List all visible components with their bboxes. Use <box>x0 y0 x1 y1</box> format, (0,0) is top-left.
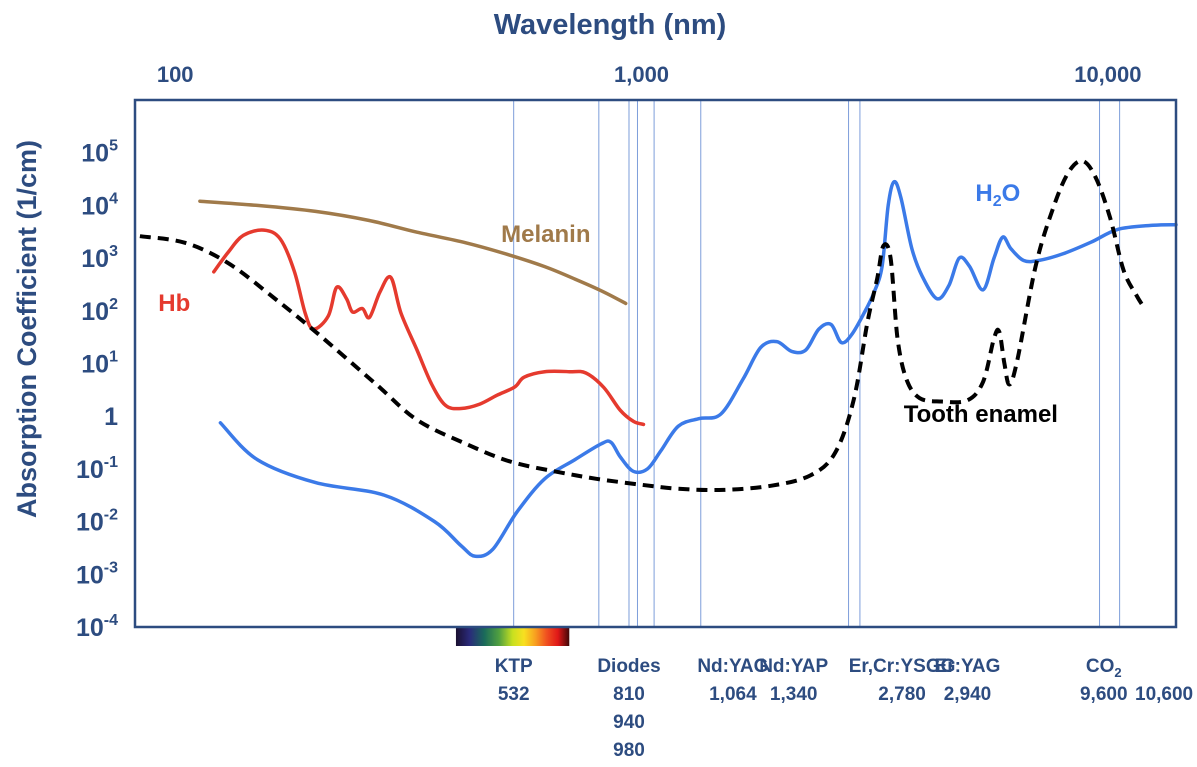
laser-label-1-0: Diodes <box>597 656 660 677</box>
y-tick-label-5: 1 <box>104 403 118 431</box>
laser-label-text: 810 <box>613 684 645 705</box>
laser-label-4-0: Er,Cr:YSGG <box>849 656 956 677</box>
series-label-text: H <box>975 180 992 207</box>
y-tick-exponent: -1 <box>104 454 118 471</box>
laser-label-text: Diodes <box>597 656 660 677</box>
y-tick-exponent: 4 <box>109 190 118 207</box>
laser-label-2-1: 1,064 <box>709 684 757 705</box>
y-tick-exponent: -2 <box>104 507 118 524</box>
x-axis-title: Wavelength (nm) <box>494 9 727 41</box>
y-tick-label-4: 101 <box>81 349 118 379</box>
laser-label-4-1: 2,780 <box>878 684 926 705</box>
y-tick-base: 10 <box>81 298 109 326</box>
y-tick-base: 10 <box>76 509 104 537</box>
series-label-subscript: 2 <box>993 193 1002 210</box>
y-tick-exponent: 3 <box>109 243 118 260</box>
series-lines <box>139 158 1178 559</box>
series-label-text: Tooth enamel <box>904 401 1058 428</box>
series-label-text: Melanin <box>501 221 590 248</box>
y-tick-exponent: -3 <box>104 559 118 576</box>
series-label-tooth-enamel: Tooth enamel <box>904 401 1058 428</box>
x-tick-label-0: 100 <box>157 62 194 87</box>
series-label-tail: O <box>1002 180 1021 207</box>
y-tick-base: 10 <box>81 140 109 168</box>
y-tick-exponent: -4 <box>104 612 118 629</box>
laser-label-text: CO <box>1086 656 1115 677</box>
laser-label-2-0: Nd:YAG <box>697 656 768 677</box>
laser-label-text: Nd:YAG <box>697 656 768 677</box>
laser-label-6-0: CO2 <box>1086 656 1122 680</box>
y-tick-exponent: 2 <box>109 296 118 313</box>
plot-frame <box>133 98 1178 629</box>
y-tick-base: 10 <box>81 245 109 273</box>
laser-label-text: 2,780 <box>878 684 926 705</box>
y-tick-label-9: 10-4 <box>76 612 118 642</box>
laser-label-text: Nd:YAP <box>759 656 828 677</box>
laser-label-text: KTP <box>495 656 533 677</box>
series-label-text: Hb <box>158 290 190 317</box>
y-axis-title: Absorption Coefficient (1/cm) <box>12 140 42 518</box>
y-tick-label-2: 103 <box>81 243 118 273</box>
laser-wavelength-lines <box>513 100 1121 627</box>
laser-label-5-1: 2,940 <box>944 684 992 705</box>
laser-label-0-0: KTP <box>495 656 533 677</box>
laser-label-text: Er,Cr:YSGG <box>849 656 956 677</box>
laser-label-text: 1,064 <box>709 684 757 705</box>
y-tick-base: 10 <box>76 561 104 589</box>
y-tick-base: 1 <box>104 403 118 431</box>
x-tick-labels: 100 1,000 10,000 <box>157 62 1142 87</box>
y-tick-exponent: 1 <box>109 349 118 366</box>
y-tick-label-8: 10-3 <box>76 559 118 589</box>
series-line-hb <box>212 228 646 427</box>
laser-label-text: 2,940 <box>944 684 992 705</box>
visible-spectrum-bar <box>455 628 570 646</box>
laser-label-1-1: 810 <box>613 684 645 705</box>
laser-label-5-0: Er:YAG <box>935 656 1001 677</box>
series-label-melanin: Melanin <box>501 221 590 248</box>
laser-label-text: 1,340 <box>770 684 818 705</box>
y-tick-exponent: 5 <box>109 138 118 155</box>
laser-label-text: Er:YAG <box>935 656 1001 677</box>
laser-label-3-1: 1,340 <box>770 684 818 705</box>
y-tick-base: 10 <box>76 456 104 484</box>
y-tick-label-0: 105 <box>81 138 118 168</box>
laser-label-1-3: 980 <box>613 740 645 761</box>
laser-label-subscript: 2 <box>1114 665 1121 680</box>
series-label-h2o: H2O <box>975 180 1020 210</box>
series-label-hb: Hb <box>158 290 190 317</box>
laser-label-1-2: 940 <box>613 712 645 733</box>
laser-label-text: 940 <box>613 712 645 733</box>
y-tick-label-3: 102 <box>81 296 118 326</box>
laser-label-text: 980 <box>613 740 645 761</box>
laser-label-7-1: 10,600 <box>1135 684 1193 705</box>
laser-label-text: 532 <box>498 684 530 705</box>
y-tick-base: 10 <box>81 351 109 379</box>
y-tick-label-6: 10-1 <box>76 454 118 484</box>
series-line-melanin <box>198 199 628 306</box>
series-line-tooth-enamel <box>139 158 1147 493</box>
series-labels: Melanin Hb H2O Tooth enamel <box>158 180 1058 428</box>
laser-label-3-0: Nd:YAP <box>759 656 828 677</box>
laser-label-text: 10,600 <box>1135 684 1193 705</box>
y-tick-label-7: 10-2 <box>76 507 118 537</box>
y-tick-base: 10 <box>81 192 109 220</box>
series-line-h2o <box>218 179 1178 559</box>
y-tick-label-1: 104 <box>81 190 118 220</box>
laser-label-text: 9,600 <box>1080 684 1128 705</box>
x-tick-label-2: 10,000 <box>1074 62 1141 87</box>
y-tick-base: 10 <box>76 614 104 642</box>
laser-label-6-1: 9,600 <box>1080 684 1128 705</box>
x-tick-label-1: 1,000 <box>614 62 669 87</box>
laser-label-0-1: 532 <box>498 684 530 705</box>
